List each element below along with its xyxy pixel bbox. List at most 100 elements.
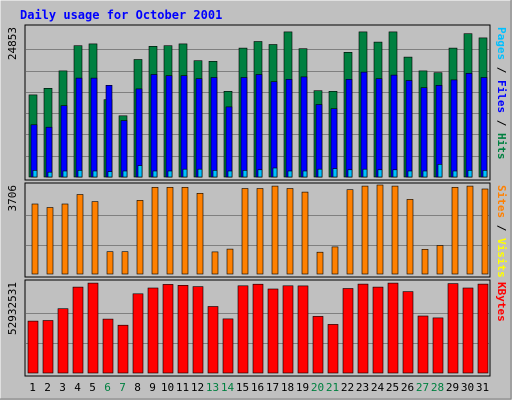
bar [317,168,323,178]
bar [137,165,143,178]
x-tick-label: 11 [176,381,189,394]
bar [117,324,129,374]
bar [136,200,144,275]
bar [226,248,234,275]
bar [447,283,459,374]
legend-visits: Visits [495,238,508,278]
x-tick-label: 14 [221,381,235,394]
series-pages [32,164,488,178]
bar [282,285,294,374]
bar [240,77,248,178]
bar [360,71,368,178]
bar [300,76,308,178]
x-tick-label: 24 [371,381,385,394]
bar [452,170,458,178]
x-tick-label: 17 [266,381,279,394]
bar [241,188,249,275]
x-tick-label: 13 [206,381,219,394]
bar [212,170,218,178]
bar [76,194,84,275]
bar [237,285,249,374]
bar [420,87,428,178]
bar [121,251,129,275]
bar [462,287,474,374]
bar [195,78,203,178]
bar [57,308,69,374]
bar [272,167,278,178]
bar [405,80,413,178]
x-tick-label: 16 [251,381,264,394]
bar [345,79,353,178]
legend-separator: / [495,218,508,238]
bar [432,317,444,374]
x-axis: 1 2 3 4 5 6 7 8 9 10 11 12 13 14 15 16 17 18 19 20 21 22 23 24 2… [29,381,489,394]
bar [197,168,203,178]
x-tick-label: 27 [416,381,429,394]
bar [402,291,414,374]
bar [210,77,218,178]
bar [302,170,308,178]
bar [467,170,473,178]
bar [267,288,279,374]
x-tick-label: 8 [134,381,141,394]
x-tick-label: 26 [401,381,414,394]
bar [342,288,354,374]
bar [392,169,398,178]
x-tick-label: 15 [236,381,249,394]
bar [180,75,188,178]
legend-pages: Pages [495,27,508,60]
bar [72,286,84,374]
bar [417,315,429,374]
bar [287,170,293,178]
bar [362,168,368,178]
x-tick-label: 23 [356,381,369,394]
bar [122,170,128,178]
panel-visits-sites: 3706 Sites / Visits [6,182,508,278]
bar [480,77,488,178]
y-max-label: 3706 [6,185,19,212]
bar [256,188,264,275]
chart-title: Daily usage for October 2001 [20,8,222,22]
x-tick-label: 3 [59,381,66,394]
bar [182,168,188,178]
bar [436,245,444,275]
x-tick-label: 2 [44,381,51,394]
bar [77,170,83,178]
bar [30,124,38,178]
x-tick-label: 20 [311,381,324,394]
legend-sites: Sites [495,185,508,218]
bar [207,306,219,374]
bar [466,185,474,275]
panel-kbytes: 52932531 KBytes [6,279,508,377]
bar [372,286,384,374]
x-tick-label: 6 [104,381,111,394]
legend-hits: Hits [495,133,508,160]
bar [31,203,39,275]
bar [60,105,68,178]
x-tick-label: 29 [446,381,459,394]
bar [270,81,278,178]
bar [165,75,173,178]
bar [225,106,233,178]
bar [437,164,443,178]
bar [150,74,158,178]
bar [357,283,369,374]
bar [347,169,353,178]
legend-separator: / [495,113,508,133]
bar [316,251,324,275]
x-tick-label: 9 [149,381,156,394]
bar [331,246,339,275]
bar [377,169,383,178]
bar [242,170,248,178]
x-tick-label: 18 [281,381,294,394]
bar [61,203,69,275]
bar [181,187,189,275]
bar [87,282,99,374]
bar [222,318,234,374]
legend: Pages / Files / Hits [495,27,508,160]
bar [90,77,98,178]
bar [391,185,399,275]
bar [301,191,309,275]
bar [91,201,99,275]
bar [106,251,114,275]
